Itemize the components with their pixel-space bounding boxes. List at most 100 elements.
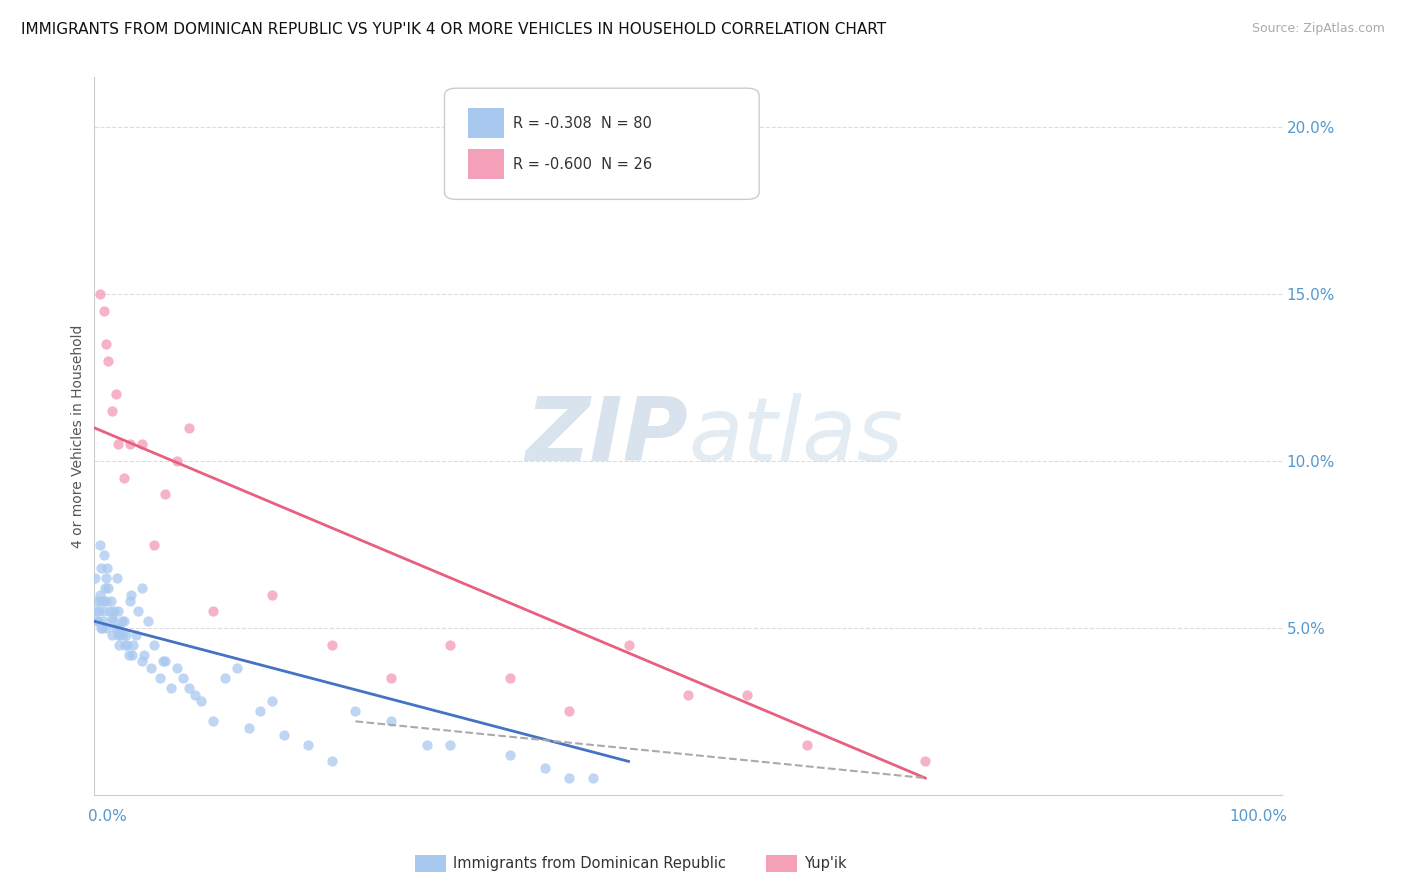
Point [499, 747, 522, 762]
Point [103, 604, 125, 618]
Point [534, 761, 557, 775]
Point [172, 671, 194, 685]
Point [166, 454, 188, 468]
Point [617, 638, 640, 652]
Point [103, 614, 125, 628]
Point [155, 654, 177, 668]
Point [179, 681, 201, 695]
Point [132, 648, 155, 662]
Point [125, 627, 148, 641]
Point [104, 387, 127, 401]
Point [118, 594, 141, 608]
Point [101, 611, 124, 625]
Point [249, 704, 271, 718]
Point [105, 571, 128, 585]
Point [87, 604, 110, 618]
Text: IMMIGRANTS FROM DOMINICAN REPUBLIC VS YUP'IK 4 OR MORE VEHICLES IN HOUSEHOLD COR: IMMIGRANTS FROM DOMINICAN REPUBLIC VS YU… [21, 22, 886, 37]
Point [84, 604, 107, 618]
Text: R = -0.600  N = 26: R = -0.600 N = 26 [513, 157, 652, 172]
Text: Immigrants from Dominican Republic: Immigrants from Dominican Republic [453, 856, 725, 871]
Point [93, 604, 115, 618]
Point [273, 728, 295, 742]
Point [101, 404, 124, 418]
Point [201, 714, 224, 729]
Point [914, 755, 936, 769]
Point [439, 638, 461, 652]
Point [94, 337, 117, 351]
Point [94, 594, 117, 608]
Point [582, 771, 605, 785]
Point [110, 627, 132, 641]
Point [100, 594, 122, 608]
Point [117, 638, 139, 652]
Point [107, 604, 129, 618]
Point [93, 548, 115, 562]
Text: Yup'ik: Yup'ik [804, 856, 846, 871]
Point [190, 694, 212, 708]
Point [415, 738, 437, 752]
Point [160, 681, 183, 695]
Point [108, 621, 131, 635]
Point [141, 661, 163, 675]
Point [86, 594, 108, 608]
Point [238, 721, 260, 735]
Point [97, 581, 120, 595]
Point [142, 537, 165, 551]
Point [122, 638, 145, 652]
Point [98, 604, 121, 618]
FancyBboxPatch shape [444, 88, 759, 200]
Point [90, 561, 112, 575]
Point [148, 671, 170, 685]
Point [107, 437, 129, 451]
Bar [468, 149, 503, 179]
Point [112, 614, 135, 628]
Point [90, 621, 112, 635]
Point [118, 437, 141, 451]
Point [107, 627, 129, 641]
Point [439, 738, 461, 752]
Y-axis label: 4 or more Vehicles in Household: 4 or more Vehicles in Household [72, 325, 86, 548]
Point [796, 738, 818, 752]
Point [91, 594, 114, 608]
Point [114, 638, 136, 652]
Point [131, 581, 153, 595]
Point [262, 588, 284, 602]
Point [131, 437, 153, 451]
Point [120, 588, 142, 602]
Point [380, 671, 402, 685]
Point [104, 621, 127, 635]
Point [131, 654, 153, 668]
Point [89, 594, 111, 608]
Point [110, 614, 132, 628]
Point [166, 661, 188, 675]
Point [112, 471, 135, 485]
Point [558, 771, 581, 785]
Point [321, 638, 343, 652]
Point [115, 627, 138, 641]
Point [142, 638, 165, 652]
Text: 0.0%: 0.0% [89, 809, 127, 824]
Point [111, 627, 134, 641]
Point [136, 614, 159, 628]
Text: R = -0.308  N = 80: R = -0.308 N = 80 [513, 116, 652, 131]
Point [117, 648, 139, 662]
Point [89, 537, 111, 551]
Point [89, 588, 111, 602]
Point [127, 604, 149, 618]
Point [94, 621, 117, 635]
Point [108, 638, 131, 652]
Point [380, 714, 402, 729]
Point [179, 421, 201, 435]
Text: 100.0%: 100.0% [1229, 809, 1288, 824]
Point [84, 571, 107, 585]
Point [155, 487, 177, 501]
Point [499, 671, 522, 685]
Point [676, 688, 699, 702]
Point [297, 738, 319, 752]
Point [90, 621, 112, 635]
Point [86, 614, 108, 628]
Point [321, 755, 343, 769]
Point [558, 704, 581, 718]
Point [87, 614, 110, 628]
Text: Source: ZipAtlas.com: Source: ZipAtlas.com [1251, 22, 1385, 36]
